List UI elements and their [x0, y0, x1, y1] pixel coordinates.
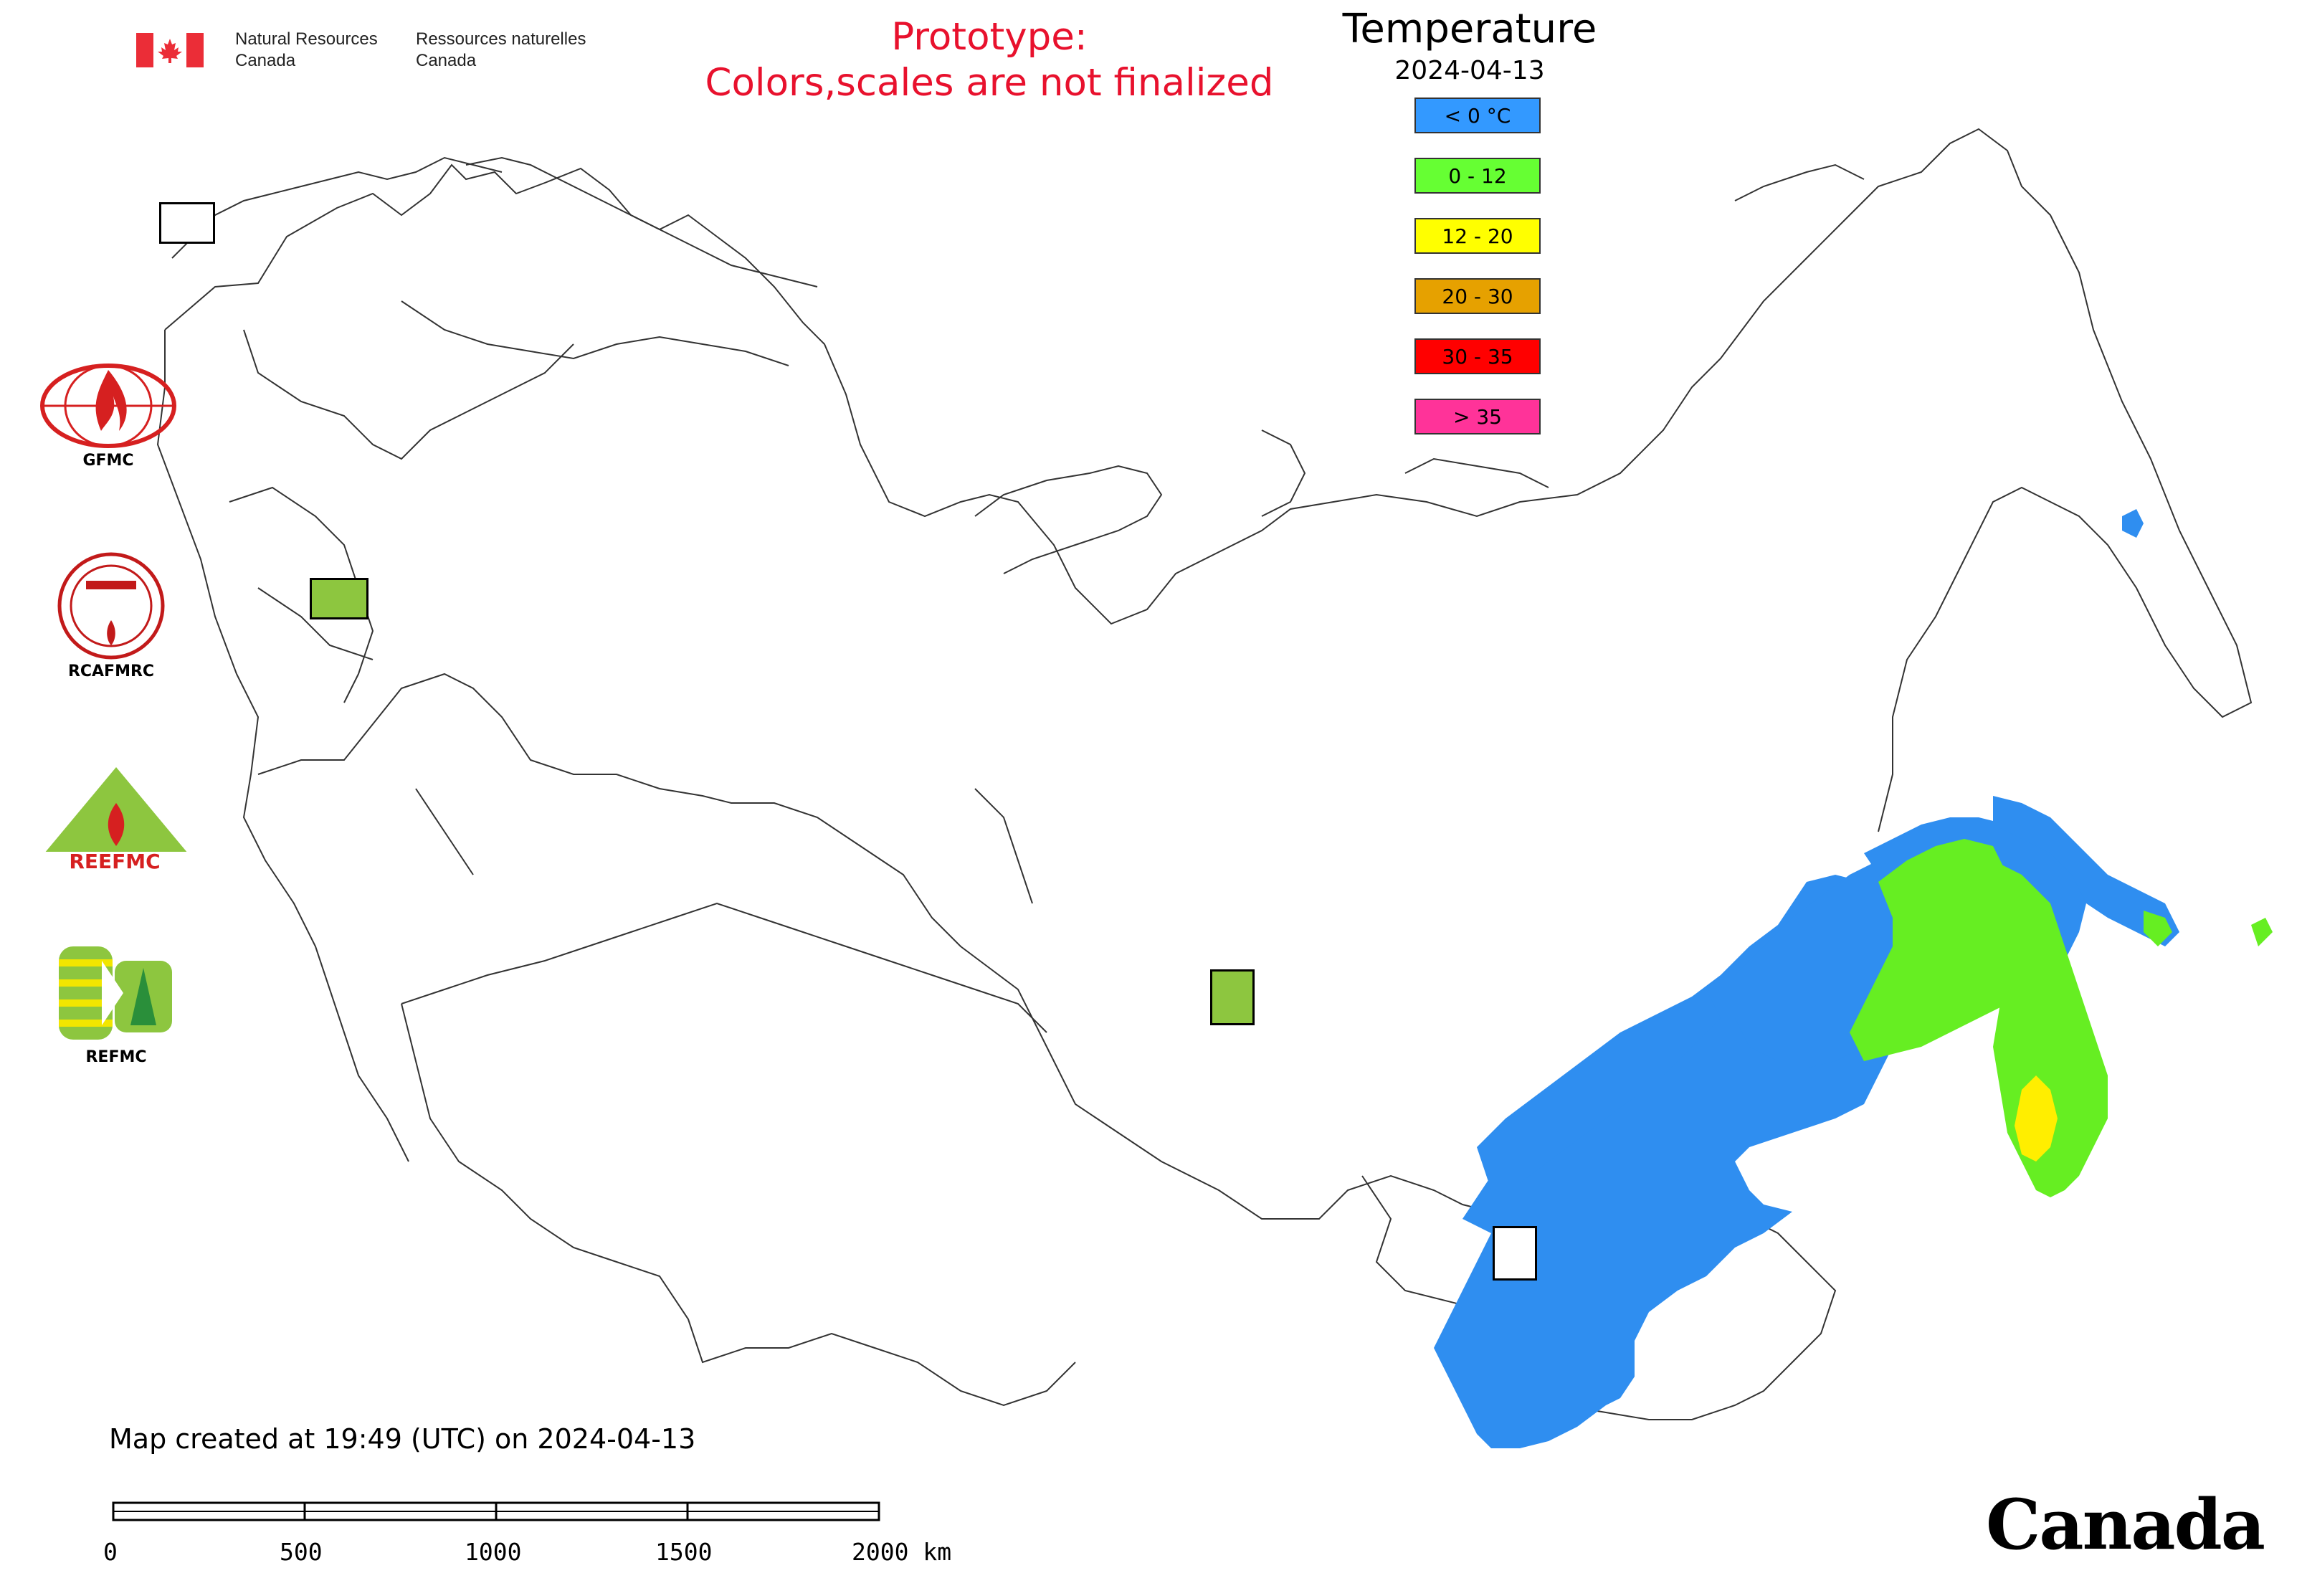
legend-item-label: 20 - 30	[1442, 284, 1513, 308]
legend-item-label: < 0 °C	[1444, 103, 1511, 128]
legend-items: < 0 °C 0 - 12 12 - 20 20 - 30 30 - 35 > …	[1414, 98, 1541, 434]
scale-label-0: 0	[103, 1538, 118, 1566]
legend-item-below-0: < 0 °C	[1414, 98, 1541, 133]
scale-label-1500: 1500	[655, 1538, 713, 1566]
rcafmrc-logo: RCAFMRC	[57, 552, 183, 680]
scale-label-500: 500	[280, 1538, 323, 1566]
scale-label-1000: 1000	[465, 1538, 522, 1566]
org-fr-line1: Ressources naturelles	[416, 29, 586, 49]
prototype-line1: Prototype:	[891, 15, 1088, 59]
prototype-notice: Prototype: Colors,scales are not finaliz…	[645, 14, 1333, 106]
rcafmrc-map-marker[interactable]	[1493, 1226, 1537, 1281]
map-created-text: Map created at 19:49 (UTC) on 2024-04-13	[109, 1423, 696, 1455]
logo-label-refmc: REFMC	[85, 1048, 147, 1066]
legend-item-30-35: 30 - 35	[1414, 338, 1541, 374]
canada-wordmark: Canada	[1986, 1484, 2265, 1565]
legend-item-0-12: 0 - 12	[1414, 158, 1541, 194]
org-en-line2: Canada	[235, 51, 296, 70]
legend-date: 2024-04-13	[1394, 56, 1545, 85]
legend-item-above-35: > 35	[1414, 399, 1541, 434]
canada-flag-icon	[136, 33, 204, 67]
org-en-line1: Natural Resources	[235, 29, 378, 49]
country-borders	[156, 128, 2253, 1420]
reefmc-logo-icon: REEFMC	[37, 767, 191, 873]
legend-item-label: 30 - 35	[1442, 344, 1513, 369]
temperature-overlay	[1434, 509, 2273, 1448]
canada-wordmark-text: Canada	[1986, 1484, 2265, 1565]
government-signature: Natural Resources Canada Ressources natu…	[136, 29, 609, 72]
reefmc-map-marker[interactable]	[310, 578, 368, 619]
prototype-line2: Colors,scales are not finalized	[705, 61, 1274, 105]
gfmc-logo-icon	[40, 364, 176, 448]
scale-label-2000: 2000 km	[852, 1538, 952, 1566]
rcafmrc-logo-icon	[57, 552, 165, 660]
refmc-logo-icon	[59, 946, 172, 1040]
legend-item-12-20: 12 - 20	[1414, 218, 1541, 254]
gfmc-map-marker[interactable]	[159, 202, 215, 244]
legend-item-label: 0 - 12	[1448, 163, 1507, 188]
logo-label-rcafmrc: RCAFMRC	[67, 662, 155, 680]
reefmc-logo: REEFMC	[37, 767, 195, 878]
legend-item-label: > 35	[1453, 404, 1502, 429]
svg-text:REEFMC: REEFMC	[69, 850, 160, 873]
gfmc-logo: GFMC	[40, 363, 180, 470]
refmc-map-marker[interactable]	[1210, 969, 1255, 1025]
scale-bar	[112, 1501, 880, 1521]
org-fr-line2: Canada	[416, 51, 477, 70]
legend-title: Temperature	[1342, 6, 1597, 52]
refmc-logo: REFMC	[59, 946, 188, 1066]
legend-item-20-30: 20 - 30	[1414, 278, 1541, 314]
logo-label-gfmc: GFMC	[82, 452, 134, 470]
legend-item-label: 12 - 20	[1442, 224, 1513, 248]
